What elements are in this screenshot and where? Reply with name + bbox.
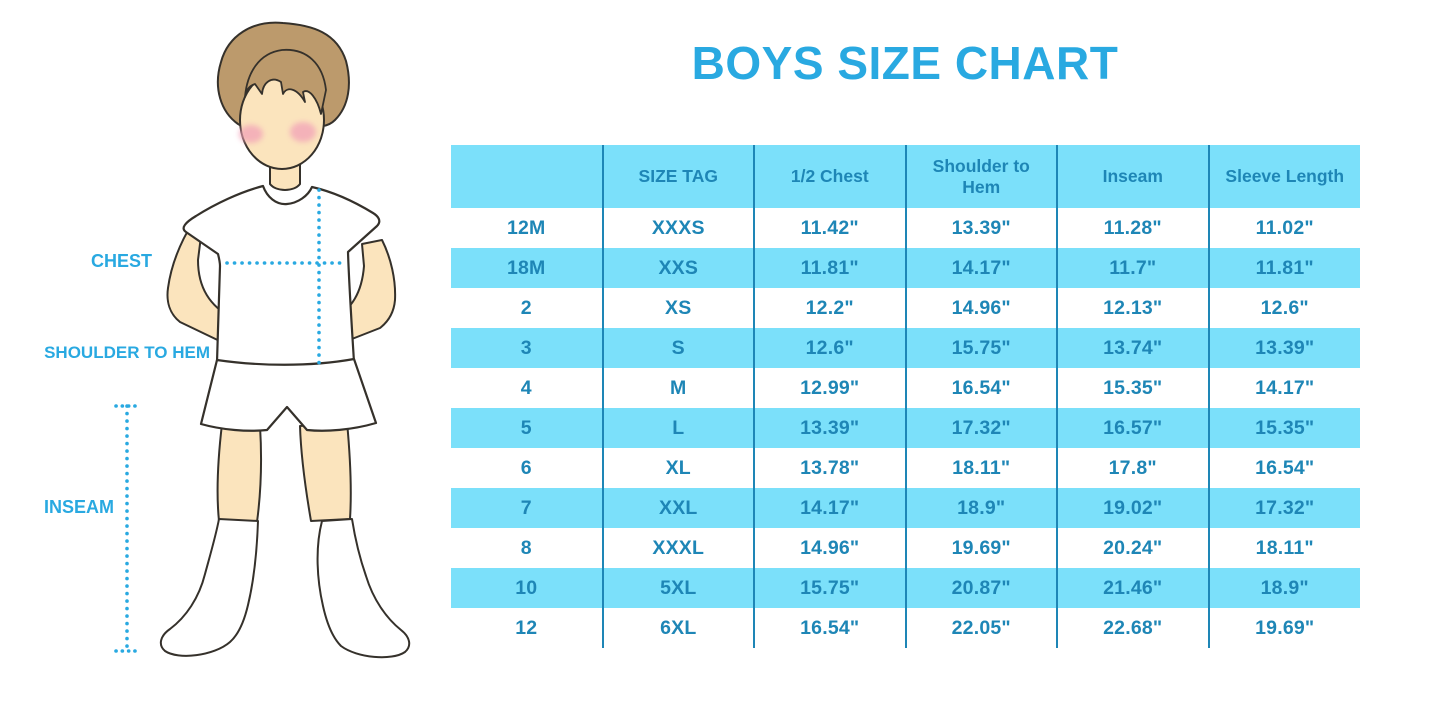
cell-measurement: 16.54" xyxy=(1255,456,1315,479)
cell-measurement: M xyxy=(602,368,755,408)
cell-size: 6 xyxy=(451,448,604,488)
boy-shorts xyxy=(199,357,378,432)
cell-measurement: 18.11" xyxy=(905,448,1058,488)
cell-measurement: 15.35" xyxy=(1057,368,1210,408)
cell-size: 10 xyxy=(451,568,604,608)
page-title: BOYS SIZE CHART xyxy=(691,37,1119,89)
cell-measurement: 19.69" xyxy=(905,528,1058,568)
column-header-shoulder-to-hem: Shoulder to Hem xyxy=(905,145,1058,208)
cell-size: 5 xyxy=(451,408,604,448)
cell-measurement: XXXS xyxy=(602,208,755,248)
cell-size: 8 xyxy=(451,528,604,568)
boy-hair-fringe xyxy=(244,49,327,115)
cell-measurement: 20.24" xyxy=(1057,528,1210,568)
cell-measurement: 13.39" xyxy=(1255,336,1315,359)
table-row: 4 M 12.99" 16.54" 15.35" 14.17" xyxy=(451,368,1360,408)
cell-size: 12 xyxy=(451,608,604,648)
cell-measurement: 13.74" xyxy=(1057,328,1210,368)
cell-measurement: 19.02" xyxy=(1057,488,1210,528)
boy-blush xyxy=(239,122,316,143)
cell-measurement: XS xyxy=(602,288,755,328)
cell-size: 3 xyxy=(451,328,604,368)
cell-measurement: 15.75" xyxy=(754,568,907,608)
boy-figure-illustration xyxy=(114,21,411,659)
cell-size: 12M xyxy=(451,208,604,248)
cell-measurement: 19.69" xyxy=(1255,616,1315,639)
cell-measurement: 18.9" xyxy=(905,488,1058,528)
cell-size: 7 xyxy=(451,488,604,528)
cell-measurement: L xyxy=(602,408,755,448)
boy-legs xyxy=(216,421,352,523)
cell-measurement: 6XL xyxy=(602,608,755,648)
cell-measurement: 12.13" xyxy=(1057,288,1210,328)
column-header-sleeve-length: Sleeve Length xyxy=(1225,166,1345,187)
size-chart-table: SIZE TAG 1/2 Chest Shoulder to Hem Insea… xyxy=(451,145,1360,648)
cell-measurement: 13.39" xyxy=(754,408,907,448)
table-row: 8 XXXL 14.96" 19.69" 20.24" 18.11" xyxy=(451,528,1360,568)
cell-measurement: 16.57" xyxy=(1057,408,1210,448)
table-row: 12 6XL 16.54" 22.05" 22.68" 19.69" xyxy=(451,608,1360,648)
cell-measurement: 13.78" xyxy=(754,448,907,488)
cell-measurement: 5XL xyxy=(602,568,755,608)
cell-measurement: 17.8" xyxy=(1057,448,1210,488)
cell-measurement: 11.28" xyxy=(1057,208,1210,248)
cell-measurement: XL xyxy=(602,448,755,488)
cell-measurement: 14.96" xyxy=(905,288,1058,328)
table-row: 18M XXS 11.81" 14.17" 11.7" 11.81" xyxy=(451,248,1360,288)
cell-measurement: 11.81" xyxy=(754,248,907,288)
size-table-body: 12M XXXS 11.42" 13.39" 11.28" 11.02" 18M XXS 11.… xyxy=(451,208,1360,648)
cell-measurement: 11.81" xyxy=(1255,256,1314,279)
cell-measurement: 14.17" xyxy=(905,248,1058,288)
cell-measurement: 18.11" xyxy=(1255,536,1314,559)
table-row: 3 S 12.6" 15.75" 13.74" 13.39" xyxy=(451,328,1360,368)
cell-measurement: 17.32" xyxy=(1255,496,1315,519)
table-row: 2 XS 12.2" 14.96" 12.13" 12.6" xyxy=(451,288,1360,328)
cell-measurement: 14.17" xyxy=(1255,376,1315,399)
cell-measurement: XXXL xyxy=(602,528,755,568)
cell-measurement: 21.46" xyxy=(1057,568,1210,608)
cell-measurement: 20.87" xyxy=(905,568,1058,608)
cell-measurement: 16.54" xyxy=(754,608,907,648)
cell-size: 18M xyxy=(451,248,604,288)
cell-measurement: 14.17" xyxy=(754,488,907,528)
table-row: 6 XL 13.78" 18.11" 17.8" 16.54" xyxy=(451,448,1360,488)
cell-measurement: XXS xyxy=(602,248,755,288)
table-row: 7 XXL 14.17" 18.9" 19.02" 17.32" xyxy=(451,488,1360,528)
table-row: 10 5XL 15.75" 20.87" 21.46" 18.9" xyxy=(451,568,1360,608)
cell-measurement: 12.2" xyxy=(754,288,907,328)
cell-measurement: 15.35" xyxy=(1255,416,1315,439)
cell-measurement: 13.39" xyxy=(905,208,1058,248)
table-header-row: SIZE TAG 1/2 Chest Shoulder to Hem Insea… xyxy=(451,145,1360,208)
inseam-label: INSEAM xyxy=(43,497,114,517)
column-header-half-chest: 1/2 Chest xyxy=(754,145,907,208)
measurement-figure: CHEST SHOULDER TO HEM INSEAM xyxy=(0,0,450,723)
table-row: 12M XXXS 11.42" 13.39" 11.28" 11.02" xyxy=(451,208,1360,248)
table-row: 5 L 13.39" 17.32" 16.57" 15.35" xyxy=(451,408,1360,448)
column-header-age xyxy=(451,145,604,208)
cell-measurement: 22.68" xyxy=(1057,608,1210,648)
chest-label: CHEST xyxy=(90,251,152,271)
cell-measurement: 11.42" xyxy=(754,208,907,248)
cell-measurement: 18.9" xyxy=(1260,576,1309,599)
cell-measurement: 12.99" xyxy=(754,368,907,408)
cell-measurement: 11.02" xyxy=(1255,216,1314,239)
column-header-size-tag: SIZE TAG xyxy=(602,145,755,208)
cell-measurement: 14.96" xyxy=(754,528,907,568)
cell-measurement: 22.05" xyxy=(905,608,1058,648)
cell-measurement: 12.6" xyxy=(754,328,907,368)
cell-measurement: 16.54" xyxy=(905,368,1058,408)
cell-measurement: 17.32" xyxy=(905,408,1058,448)
cell-size: 2 xyxy=(451,288,604,328)
cell-size: 4 xyxy=(451,368,604,408)
cell-measurement: S xyxy=(602,328,755,368)
shoulder-to-hem-label: SHOULDER TO HEM xyxy=(44,343,210,362)
boy-shirt xyxy=(182,184,381,368)
cell-measurement: 11.7" xyxy=(1057,248,1210,288)
cell-measurement: 12.6" xyxy=(1260,296,1309,319)
cell-measurement: 15.75" xyxy=(905,328,1058,368)
boy-socks xyxy=(159,518,411,659)
column-header-inseam: Inseam xyxy=(1057,145,1210,208)
cell-measurement: XXL xyxy=(602,488,755,528)
